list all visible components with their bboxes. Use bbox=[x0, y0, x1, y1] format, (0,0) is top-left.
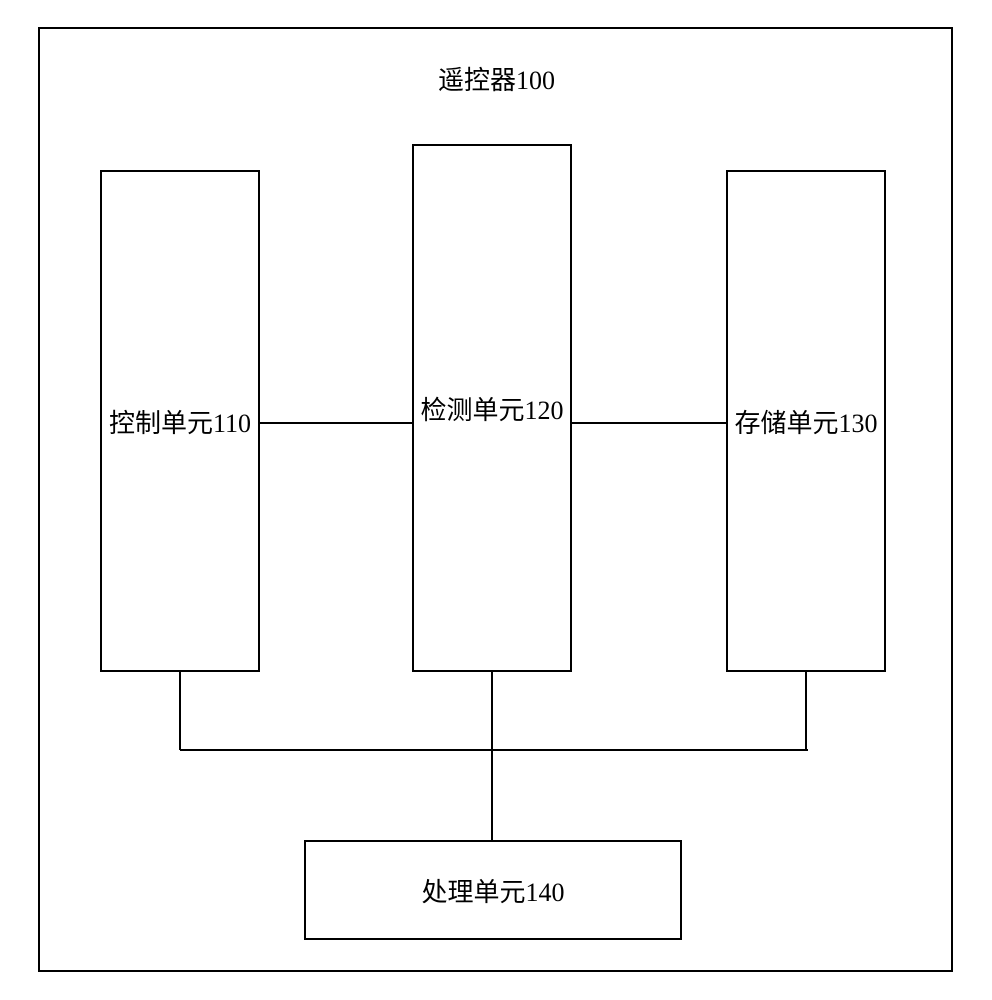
edge-4 bbox=[805, 672, 807, 750]
node-detect: 检测单元120 bbox=[412, 144, 572, 672]
node-label-control: 控制单元110 bbox=[109, 403, 251, 440]
node-process: 处理单元140 bbox=[304, 840, 682, 940]
diagram-title: 遥控器100 bbox=[438, 60, 555, 97]
node-storage: 存储单元130 bbox=[726, 170, 886, 672]
node-control: 控制单元110 bbox=[100, 170, 260, 672]
edge-5 bbox=[180, 749, 808, 751]
edge-3 bbox=[491, 672, 493, 750]
edge-6 bbox=[491, 750, 493, 840]
edge-2 bbox=[179, 672, 181, 750]
node-label-detect: 检测单元120 bbox=[420, 390, 563, 427]
edge-1 bbox=[572, 422, 728, 424]
node-label-storage: 存储单元130 bbox=[734, 403, 877, 440]
node-label-process: 处理单元140 bbox=[421, 872, 564, 909]
edge-0 bbox=[260, 422, 414, 424]
